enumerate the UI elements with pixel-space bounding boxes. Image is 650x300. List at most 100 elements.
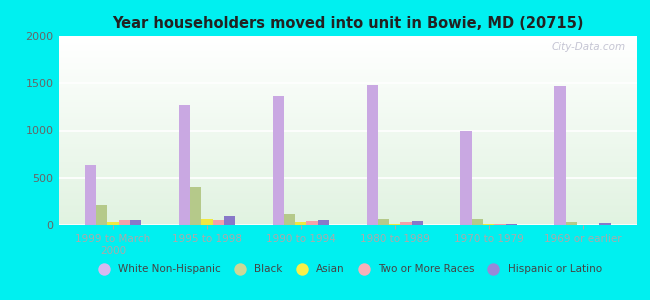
Bar <box>58 47 637 48</box>
Bar <box>389 224 400 225</box>
Bar <box>202 219 213 225</box>
Bar <box>58 37 637 38</box>
Bar <box>58 143 637 144</box>
Bar <box>58 172 637 173</box>
Bar <box>284 214 295 225</box>
Bar <box>58 159 637 160</box>
Bar <box>58 180 637 181</box>
Bar <box>58 149 637 150</box>
Bar <box>318 220 329 225</box>
Bar <box>58 150 637 151</box>
Bar <box>58 160 637 161</box>
Bar <box>58 200 637 201</box>
Bar <box>58 124 637 125</box>
Bar <box>58 174 637 175</box>
Bar <box>460 130 472 225</box>
Bar <box>58 87 637 88</box>
Bar <box>58 204 637 205</box>
Bar <box>58 193 637 194</box>
Bar <box>306 221 318 225</box>
Bar <box>130 220 141 225</box>
Bar <box>118 220 130 225</box>
Bar <box>58 207 637 208</box>
Bar <box>58 111 637 112</box>
Bar <box>58 194 637 195</box>
Bar <box>213 220 224 225</box>
Bar <box>58 93 637 94</box>
Bar <box>58 156 637 157</box>
Bar <box>58 102 637 103</box>
Bar <box>224 215 235 225</box>
Bar <box>58 224 637 225</box>
Bar <box>58 58 637 59</box>
Bar <box>58 182 637 183</box>
Bar <box>58 183 637 184</box>
Bar <box>58 176 637 177</box>
Bar <box>58 107 637 108</box>
Bar <box>58 129 637 130</box>
Bar <box>58 147 637 148</box>
Bar <box>58 100 637 101</box>
Bar <box>58 89 637 90</box>
Bar <box>58 67 637 68</box>
Bar <box>58 60 637 61</box>
Bar <box>58 41 637 42</box>
Bar <box>58 44 637 45</box>
Bar <box>58 155 637 156</box>
Bar <box>58 223 637 224</box>
Bar <box>58 92 637 93</box>
Bar <box>58 85 637 86</box>
Bar <box>58 128 637 129</box>
Bar <box>58 109 637 110</box>
Bar <box>554 86 565 225</box>
Bar <box>58 56 637 57</box>
Bar <box>58 123 637 124</box>
Bar <box>58 62 637 63</box>
Bar <box>58 63 637 64</box>
Bar <box>58 138 637 139</box>
Bar <box>58 215 637 217</box>
Bar <box>58 104 637 105</box>
Bar <box>58 135 637 136</box>
Title: Year householders moved into unit in Bowie, MD (20715): Year householders moved into unit in Bow… <box>112 16 584 31</box>
Bar <box>58 73 637 74</box>
Bar <box>58 219 637 220</box>
Bar <box>58 214 637 215</box>
Bar <box>58 54 637 55</box>
Bar <box>58 61 637 62</box>
Bar <box>58 50 637 51</box>
Bar <box>58 84 637 85</box>
Bar <box>58 142 637 143</box>
Bar <box>58 212 637 213</box>
Bar <box>58 222 637 223</box>
Bar <box>58 197 637 198</box>
Bar <box>58 51 637 52</box>
Bar <box>58 120 637 121</box>
Bar <box>58 119 637 120</box>
Bar <box>58 191 637 192</box>
Bar <box>378 219 389 225</box>
Bar <box>58 167 637 168</box>
Bar <box>58 86 637 87</box>
Bar <box>506 224 517 225</box>
Bar <box>58 101 637 102</box>
Bar <box>494 224 506 225</box>
Bar <box>58 206 637 207</box>
Bar <box>58 168 637 169</box>
Bar <box>58 118 637 119</box>
Bar <box>58 140 637 141</box>
Bar <box>58 130 637 131</box>
Bar <box>58 133 637 134</box>
Bar <box>58 66 637 67</box>
Bar <box>58 49 637 50</box>
Bar <box>58 146 637 147</box>
Bar <box>58 116 637 117</box>
Bar <box>58 105 637 106</box>
Bar <box>58 113 637 114</box>
Bar <box>58 94 637 95</box>
Bar <box>58 132 637 133</box>
Bar <box>58 136 637 137</box>
Bar <box>58 52 637 53</box>
Bar <box>58 158 637 159</box>
Bar <box>58 153 637 154</box>
